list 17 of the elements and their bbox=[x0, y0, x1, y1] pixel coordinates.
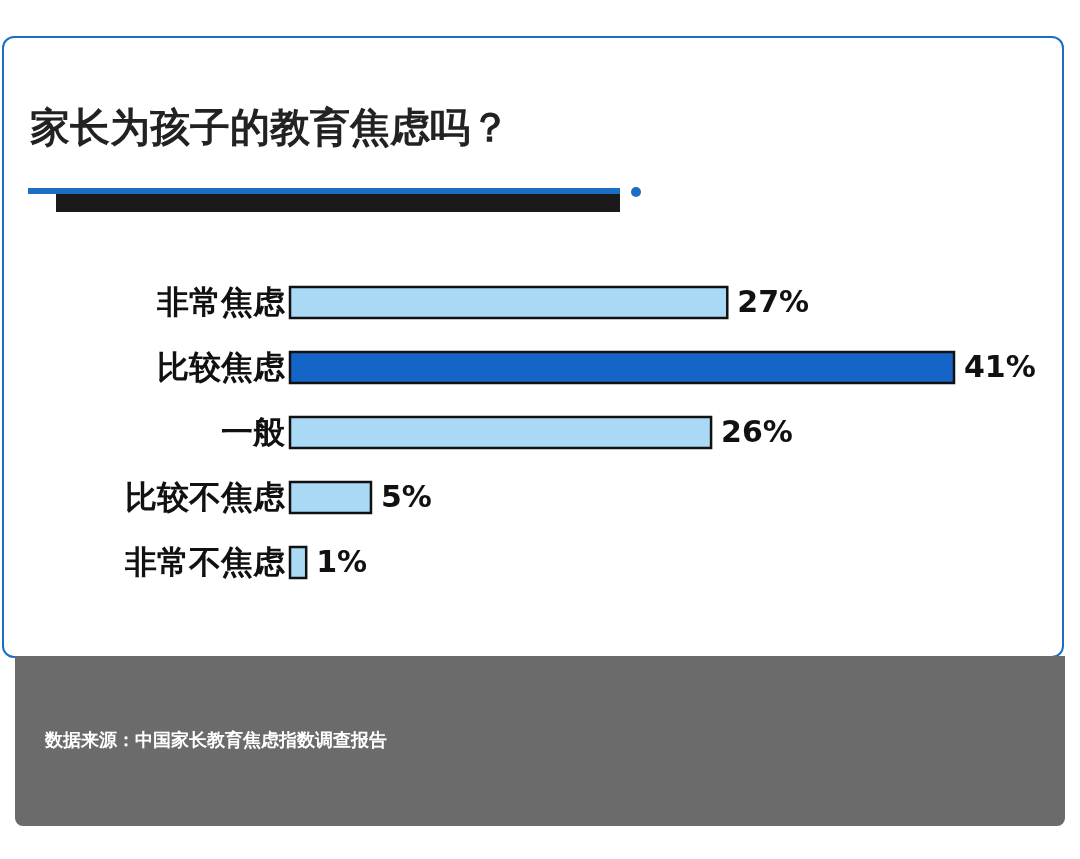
data-label: 1% bbox=[316, 543, 368, 579]
data-label: 26% bbox=[721, 413, 793, 449]
bar bbox=[288, 350, 956, 385]
bar bbox=[288, 415, 713, 450]
bar bbox=[288, 285, 729, 320]
y-tick-label: 非常不焦虑 bbox=[123, 542, 286, 581]
bar bbox=[288, 480, 373, 515]
data-label: 41% bbox=[964, 348, 1036, 384]
chart-title: 家长为孩子的教育焦虑吗？ bbox=[30, 103, 510, 152]
data-label: 27% bbox=[737, 283, 810, 319]
y-tick-label: 非常焦虑 bbox=[155, 282, 286, 321]
source-note: 数据来源：中国家长教育焦虑指数调查报告 bbox=[45, 728, 387, 752]
y-tick-label: 比较不焦虑 bbox=[124, 477, 286, 516]
bar bbox=[288, 545, 308, 580]
y-tick-label: 一般 bbox=[220, 412, 286, 451]
data-label: 5% bbox=[380, 478, 432, 514]
y-tick-label: 比较焦虑 bbox=[156, 347, 286, 386]
